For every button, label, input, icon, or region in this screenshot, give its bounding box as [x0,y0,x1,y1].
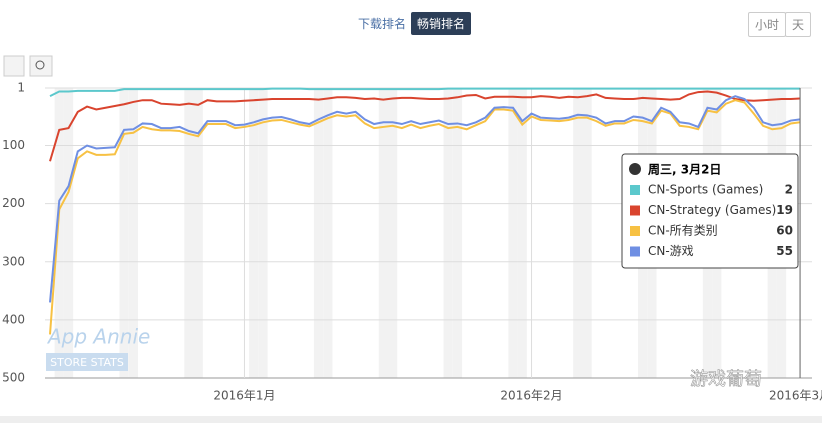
legend-label: CN-Sports (Games) [648,183,763,197]
tab-active[interactable]: 畅销排名 [411,12,472,35]
watermark-sub: STORE STATS [50,356,124,369]
watermark-box [46,353,128,371]
tooltip-value: 55 [776,244,793,258]
weekend-band [647,88,657,378]
toggle[interactable]: 天 [785,12,812,37]
zoom-icon [35,60,45,70]
watermark: App Annie [46,325,150,349]
legend-swatch [630,205,640,216]
globe-icon [629,163,641,175]
weekend-band [573,88,583,378]
legend-swatch [630,226,640,236]
weekend-band [119,88,129,378]
weekend-band [776,88,787,378]
legend-label: CN-Strategy (Games) [648,203,776,217]
series-line [49,95,801,303]
weekend-band [323,88,333,378]
y-tick-label: 400 [2,312,25,326]
weekend-band [249,88,259,378]
x-tick-label: 2016年2月 [500,389,562,403]
x-tick-label: 2016年3月 [769,389,822,403]
weekend-band [767,88,777,378]
weekend-band [258,88,268,378]
weekend-band [582,88,592,378]
tab[interactable]: 下载排名 [358,17,407,31]
scrollbar [0,416,822,423]
y-tick-label: 200 [2,196,25,210]
y-tick-label: 100 [2,138,25,152]
weekend-band [443,88,453,378]
legend-swatch [630,246,640,257]
weekend-band [128,88,138,378]
tooltip-title: 周三, 3月2日 [648,163,721,177]
weekend-band [508,88,518,378]
y-tick-label: 1 [17,81,25,95]
toggle[interactable]: 小时 [748,12,787,37]
weekend-band [184,88,194,378]
weekend-band [313,88,324,378]
y-tick-label: 300 [2,254,25,268]
tooltip-value: 2 [785,183,793,197]
series-line [49,99,801,335]
series-line [49,87,801,98]
weekend-band [378,88,388,378]
tooltip-value: 19 [776,203,793,217]
weekend-band [638,88,648,378]
tooltip-value: 60 [776,224,793,238]
series-line [49,90,801,162]
weekend-band [193,88,203,378]
weekend-band [517,88,527,378]
legend-swatch [630,185,640,195]
legend-label: CN-所有类别 [648,224,718,238]
reset-button[interactable] [3,55,25,77]
weekend-band [387,88,398,378]
legend-label: CN-游戏 [648,244,694,258]
y-tick-label: 500 [2,371,25,385]
weekend-band [452,88,463,378]
weekend-band [54,88,64,378]
weekend-band [702,88,713,378]
x-tick-label: 2016年1月 [213,389,275,403]
zoom-button[interactable] [29,55,53,77]
weekend-band [712,88,722,378]
tooltip [621,153,799,269]
weekend-band [63,88,74,378]
brand: 游戏葡萄 [690,369,762,390]
